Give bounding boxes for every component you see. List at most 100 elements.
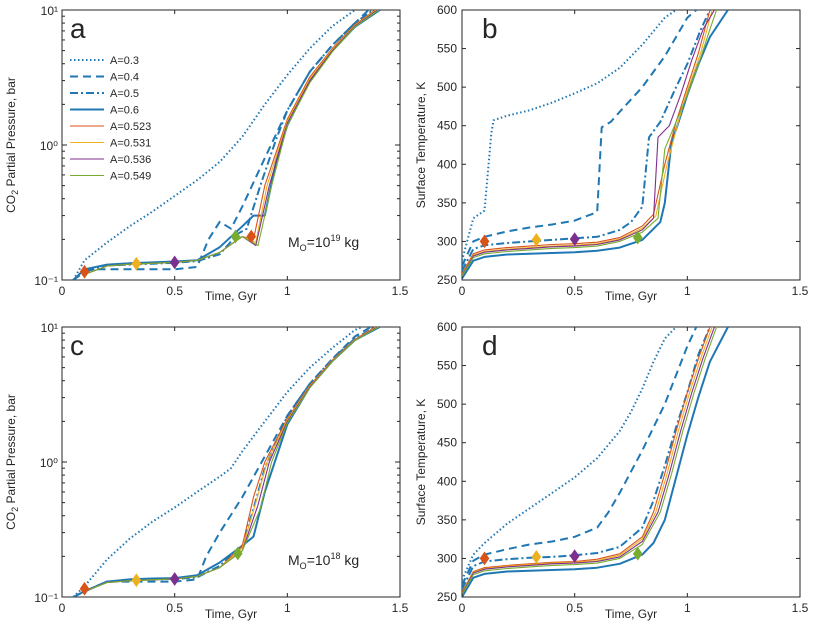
legend-label-0: A=0.3: [110, 55, 139, 67]
series-a-a-0-3: [72, 10, 356, 280]
legend-label-7: A=0.549: [110, 171, 151, 183]
y-axis-label-c: CO2 Partial Pressure, bar: [4, 394, 20, 530]
y-axis-label-b: Surface Temperature, K: [414, 82, 428, 209]
marker-a-3: [230, 229, 241, 244]
series-d-a-0-4: [462, 327, 698, 586]
legend: A=0.3 A=0.4 A=0.5 A=0.6 A=0.523 A=0.531 A=0.53…: [70, 55, 151, 183]
panel-label-c: c: [70, 330, 84, 361]
y-tick-label-b-6: 550: [437, 42, 457, 56]
marker-d-2: [569, 549, 580, 563]
marker-a-0: [79, 264, 90, 279]
y-tick-label-d-7: 600: [437, 320, 457, 334]
marker-d-0: [479, 551, 490, 566]
x-tick-label-d-3: 1.5: [792, 601, 809, 615]
series-b-a-0-523: [462, 10, 711, 275]
panel-a: 0 0.5 1 1.5 10⁻¹ 10⁰ 10¹ a MO=1019 kg Time, Gy…: [4, 4, 409, 303]
y-tick-label-c-0: 10⁻¹: [34, 591, 58, 605]
y-tick-label-b-3: 400: [437, 157, 457, 171]
x-tick-label-d-1: 0.5: [566, 601, 583, 615]
plot-area-c: [61, 326, 401, 598]
series-d-a-0-549: [462, 327, 718, 595]
marker-a-2: [169, 255, 180, 270]
y-tick-label-d-0: 250: [437, 590, 457, 604]
x-tick-label-c-3: 1.5: [392, 601, 409, 615]
annotation-c: MO=1018 kg: [288, 551, 359, 571]
marker-b-2: [569, 232, 580, 246]
panel-c: 0 0.5 1 1.5 10⁻¹ 10⁰ 10¹ c MO=1018 kg Time, Gy…: [4, 321, 409, 621]
panel-b: 0 0.5 1 1.5 250 300 350 400 450 500 550 600 b Time,…: [414, 3, 809, 303]
marker-a-4: [246, 229, 257, 244]
x-axis-label-d: Time, Gyr: [605, 607, 657, 621]
panel-label-b: b: [482, 13, 498, 44]
marker-d-1: [531, 550, 542, 564]
x-tick-label-a-2: 1: [284, 284, 291, 298]
legend-label-4: A=0.523: [110, 121, 151, 133]
y-tick-label-d-2: 350: [437, 513, 457, 527]
series-d-a-0-531: [462, 327, 713, 594]
y-axis-label-a: CO2 Partial Pressure, bar: [4, 77, 20, 213]
x-axis-label-a: Time, Gyr: [205, 289, 257, 303]
x-tick-label-a-3: 1.5: [392, 284, 409, 298]
y-tick-label-c-1: 10⁰: [40, 456, 58, 470]
series-d-a-0-3: [462, 327, 677, 581]
x-axis-label-c: Time, Gyr: [205, 607, 257, 621]
legend-label-1: A=0.4: [110, 72, 139, 84]
y-tick-label-b-4: 450: [437, 119, 457, 133]
y-tick-label-b-1: 300: [437, 234, 457, 248]
marker-a-1: [131, 256, 142, 271]
x-tick-label-a-0: 0: [59, 284, 66, 298]
series-b-a-0-5: [462, 10, 711, 272]
series-a-a-0-4: [84, 10, 370, 271]
y-tick-label-b-2: 350: [437, 196, 457, 210]
y-tick-label-a-1: 10⁰: [40, 139, 58, 153]
legend-label-5: A=0.531: [110, 138, 151, 150]
x-tick-label-c-0: 0: [59, 601, 66, 615]
marker-c-2: [169, 572, 180, 586]
x-tick-label-d-0: 0: [459, 601, 466, 615]
marker-c-3: [232, 546, 243, 561]
marker-b-0: [479, 234, 490, 249]
panel-label-d: d: [482, 330, 498, 361]
x-tick-label-d-2: 1: [684, 601, 691, 615]
legend-label-6: A=0.536: [110, 154, 151, 166]
series-b-a-0-536: [462, 10, 715, 276]
x-tick-label-b-3: 1.5: [792, 284, 809, 298]
series-d-a-0-6: [462, 327, 729, 597]
series-b-a-0-549: [462, 10, 718, 277]
marker-b-3: [632, 230, 643, 245]
y-tick-label-a-0: 10⁻¹: [34, 274, 58, 288]
marker-c-0: [79, 581, 90, 596]
y-tick-label-a-2: 10¹: [41, 4, 58, 18]
y-tick-label-b-0: 250: [437, 273, 457, 287]
series-b-a-0-3: [462, 10, 677, 261]
y-tick-label-b-5: 500: [437, 80, 457, 94]
marker-d-3: [632, 546, 643, 561]
x-tick-label-a-1: 0.5: [166, 284, 183, 298]
y-tick-label-d-4: 450: [437, 436, 457, 450]
legend-label-2: A=0.5: [110, 88, 139, 100]
x-tick-label-b-0: 0: [459, 284, 466, 298]
panel-label-a: a: [70, 13, 86, 44]
y-tick-label-d-6: 550: [437, 359, 457, 373]
y-axis-label-d: Surface Temperature, K: [414, 399, 428, 526]
panel-d: 0 0.5 1 1.5 250 300 350 400 450 500 550 600 d Time,…: [414, 320, 809, 621]
plot-area-b: [461, 9, 801, 281]
series-d-a-0-536: [462, 327, 715, 595]
x-axis-label-b: Time, Gyr: [605, 289, 657, 303]
x-tick-label-c-2: 1: [284, 601, 291, 615]
y-tick-label-d-1: 300: [437, 551, 457, 565]
plot-area-d: [461, 326, 801, 598]
marker-c-1: [131, 573, 142, 588]
y-tick-label-b-7: 600: [437, 3, 457, 17]
x-tick-label-c-1: 0.5: [166, 601, 183, 615]
series-d-a-0-5: [462, 327, 711, 590]
legend-label-3: A=0.6: [110, 105, 139, 117]
y-tick-label-d-5: 500: [437, 397, 457, 411]
y-tick-label-d-3: 400: [437, 474, 457, 488]
series-d-a-0-523: [462, 327, 711, 593]
marker-b-1: [531, 233, 542, 247]
annotation-a: MO=1019 kg: [288, 233, 359, 253]
x-tick-label-b-2: 1: [684, 284, 691, 298]
x-tick-label-b-1: 0.5: [566, 284, 583, 298]
